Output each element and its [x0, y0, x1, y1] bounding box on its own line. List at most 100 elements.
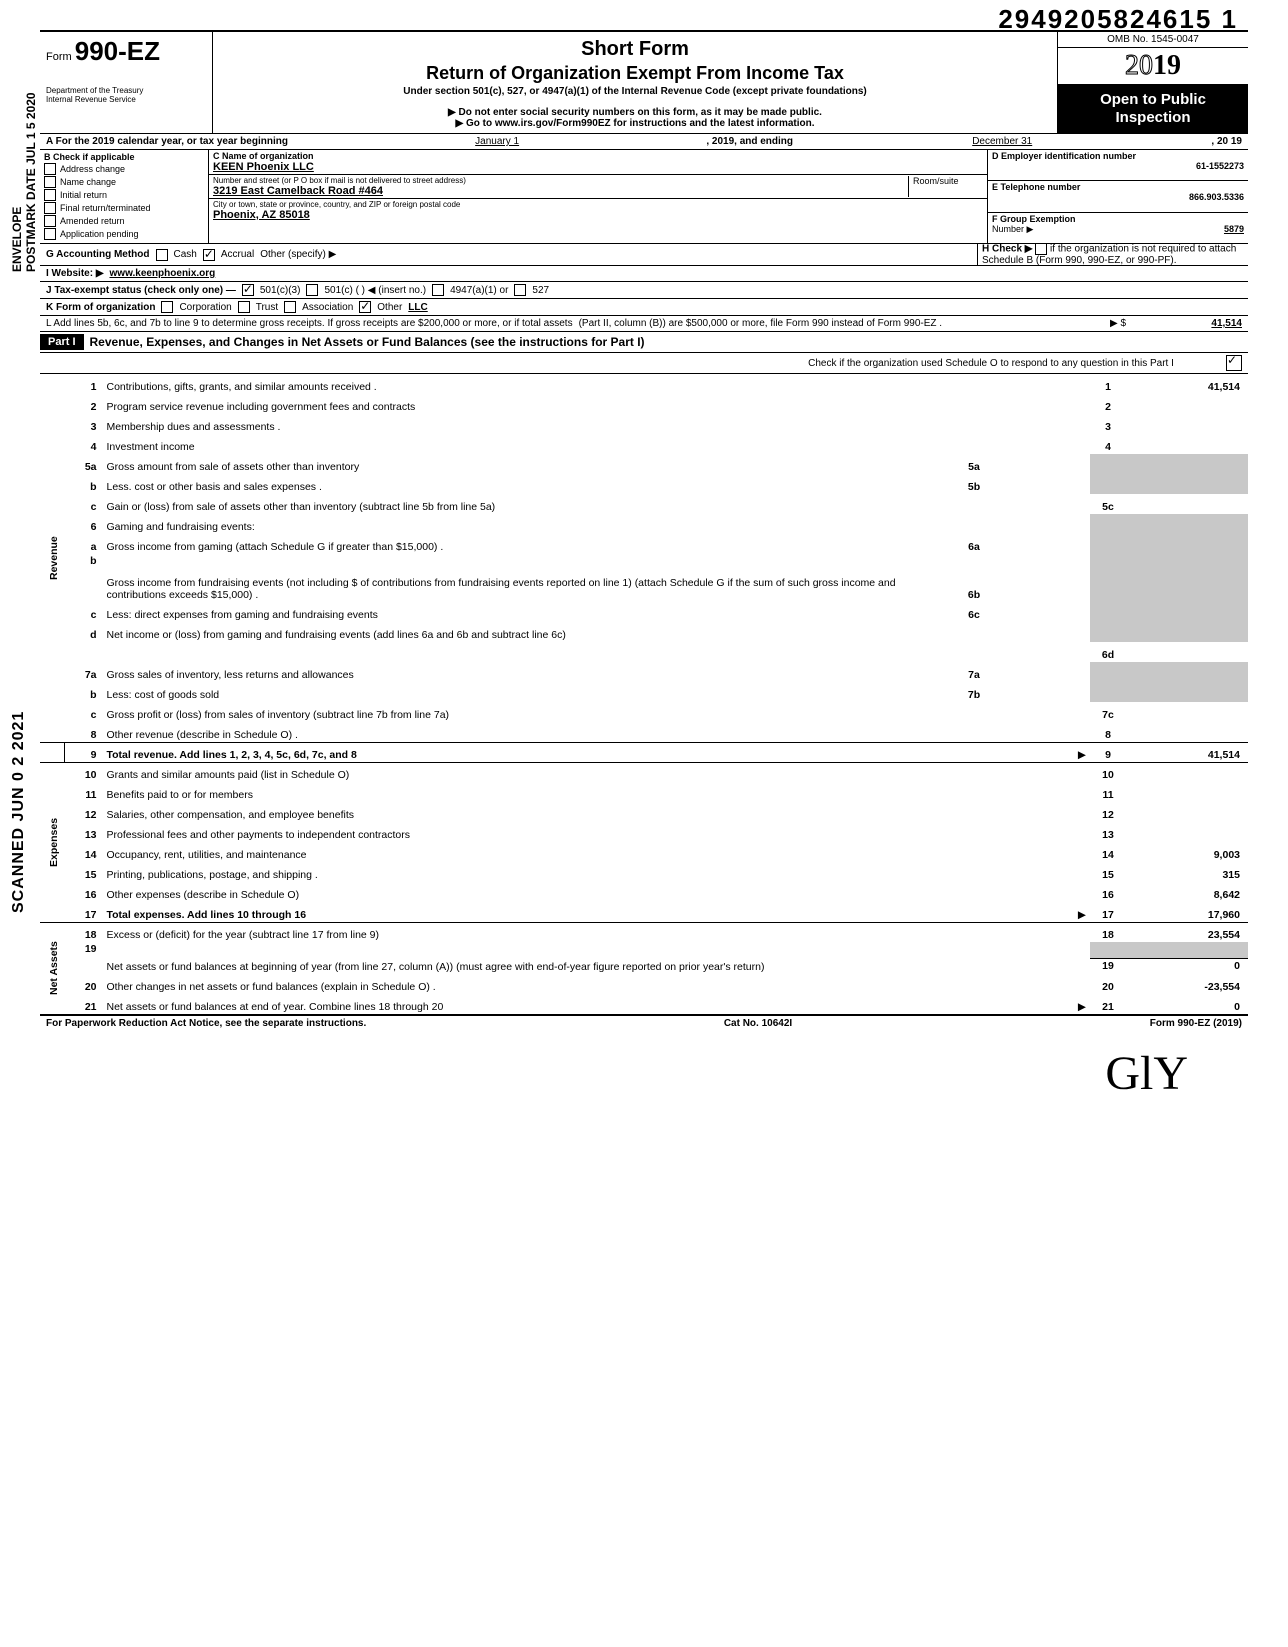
desc-21: Net assets or fund balances at end of ye…	[103, 994, 1091, 1014]
desc-6d: Net income or (loss) from gaming and fun…	[103, 622, 1091, 642]
amt-15: 315	[1126, 862, 1248, 882]
form-subtitle: Return of Organization Exempt From Incom…	[221, 63, 1049, 84]
desc-6b: Gross income from fundraising events (no…	[103, 554, 957, 602]
goto-link: ▶ Go to www.irs.gov/Form990EZ for instru…	[221, 118, 1049, 129]
ln-7a: 7a	[64, 662, 103, 682]
ibox-6c: 6c	[956, 602, 992, 622]
lbl-501c: 501(c) ( ) ◀ (insert no.)	[324, 285, 426, 296]
iamt-7a	[992, 662, 1090, 682]
city-label: City or town, state or province, country…	[213, 200, 983, 209]
f-label: F Group Exemption	[992, 214, 1076, 224]
line-i: I Website: ▶ www.keenphoenix.org	[40, 266, 1248, 282]
lbl-application-pending: Application pending	[60, 229, 139, 239]
box-21: 21	[1090, 994, 1126, 1014]
box-4: 4	[1090, 434, 1126, 454]
l-arrow: ▶ $	[1110, 318, 1126, 329]
chk-address-change[interactable]: Address change	[44, 163, 204, 175]
iamt-6b	[992, 554, 1090, 602]
ln-5a: 5a	[64, 454, 103, 474]
ln-12: 12	[64, 802, 103, 822]
amt-19-cell: 0	[1126, 942, 1248, 974]
amt-12	[1126, 802, 1248, 822]
dept-treasury: Department of the Treasury Internal Reve…	[46, 87, 206, 105]
ln-10: 10	[64, 762, 103, 782]
amt-10	[1126, 762, 1248, 782]
chk-501c3[interactable]	[242, 284, 254, 296]
ln-11: 11	[64, 782, 103, 802]
b-header: B Check if applicable	[44, 152, 135, 162]
chk-corporation[interactable]	[161, 301, 173, 313]
section-net-assets: Net Assets	[40, 922, 64, 1014]
desc-17-text: Total expenses. Add lines 10 through 16	[107, 909, 307, 921]
chk-amended-return[interactable]: Amended return	[44, 215, 204, 227]
box-18: 18	[1090, 922, 1126, 942]
ln-15: 15	[64, 862, 103, 882]
desc-10: Grants and similar amounts paid (list in…	[103, 762, 1091, 782]
chk-association[interactable]	[284, 301, 296, 313]
website: www.keenphoenix.org	[110, 268, 216, 279]
box-11: 11	[1090, 782, 1126, 802]
i-label: I Website: ▶	[46, 268, 104, 279]
iamt-5b	[992, 474, 1090, 494]
l-line1: L Add lines 5b, 6c, and 7b to line 9 to …	[46, 318, 573, 329]
box-2: 2	[1090, 394, 1126, 414]
footer-right: Form 990-EZ (2019)	[1150, 1018, 1242, 1029]
part1-title: Revenue, Expenses, and Changes in Net As…	[84, 335, 645, 349]
amt-7c	[1126, 702, 1248, 722]
chk-4947a1[interactable]	[432, 284, 444, 296]
amt-8	[1126, 722, 1248, 742]
ssn-warning: ▶ Do not enter social security numbers o…	[221, 107, 1049, 118]
line-a: A For the 2019 calendar year, or tax yea…	[40, 134, 1248, 150]
desc-5b: Less. cost or other basis and sales expe…	[103, 474, 957, 494]
amt-19: 0	[1234, 960, 1240, 972]
desc-1: Contributions, gifts, grants, and simila…	[103, 374, 1091, 394]
chk-501c[interactable]	[306, 284, 318, 296]
desc-15: Printing, publications, postage, and shi…	[103, 862, 1091, 882]
line-j: J Tax-exempt status (check only one) — 5…	[40, 282, 1248, 299]
form-prefix: Form	[46, 51, 72, 63]
lbl-name-change: Name change	[60, 177, 116, 187]
line-l: L Add lines 5b, 6c, and 7b to line 9 to …	[40, 316, 1248, 332]
line-a-begin: January 1	[288, 136, 706, 147]
col-c: C Name of organization KEEN Phoenix LLC …	[209, 150, 987, 243]
lbl-501c3: 501(c)(3)	[260, 285, 301, 296]
h-label: H Check ▶	[982, 244, 1032, 255]
box-19: 19	[1090, 942, 1126, 974]
chk-schedule-o[interactable]	[1226, 355, 1242, 371]
desc-3: Membership dues and assessments .	[103, 414, 1091, 434]
lbl-association: Association	[302, 302, 353, 313]
ln-6a: a	[64, 534, 103, 554]
ln-4: 4	[64, 434, 103, 454]
ein: 61-1552273	[1196, 161, 1244, 171]
chk-initial-return[interactable]: Initial return	[44, 189, 204, 201]
chk-accrual[interactable]	[203, 249, 215, 261]
box-6d: 6d	[1090, 642, 1126, 662]
chk-527[interactable]	[514, 284, 526, 296]
ln-16: 16	[64, 882, 103, 902]
chk-trust[interactable]	[238, 301, 250, 313]
desc-5a: Gross amount from sale of assets other t…	[103, 454, 957, 474]
chk-schedule-b[interactable]	[1035, 243, 1047, 255]
line-g-h: G Accounting Method Cash Accrual Other (…	[40, 244, 1248, 266]
chk-cash[interactable]	[156, 249, 168, 261]
desc-7b: Less: cost of goods sold	[103, 682, 957, 702]
lbl-trust: Trust	[256, 302, 278, 313]
chk-name-change[interactable]: Name change	[44, 176, 204, 188]
ibox-5a: 5a	[956, 454, 992, 474]
ibox-6a: 6a	[956, 534, 992, 554]
chk-final-return[interactable]: Final return/terminated	[44, 202, 204, 214]
amt-3	[1126, 414, 1248, 434]
inspection-line-1: Open to Public	[1060, 91, 1246, 109]
chk-application-pending[interactable]: Application pending	[44, 228, 204, 240]
line-a-mid: , 2019, and ending	[706, 136, 793, 147]
desc-2: Program service revenue including govern…	[103, 394, 1091, 414]
desc-17: Total expenses. Add lines 10 through 16 …	[103, 902, 1091, 922]
part1-header: Part I Revenue, Expenses, and Changes in…	[40, 332, 1248, 353]
desc-16: Other expenses (describe in Schedule O)	[103, 882, 1091, 902]
box-7-shaded	[1090, 662, 1126, 702]
chk-k-other[interactable]	[359, 301, 371, 313]
iamt-6a	[992, 534, 1090, 554]
ln-6: 6	[64, 514, 103, 534]
postmark-side-text: ENVELOPE POSTMARK DATE JUL 1 5 2020	[10, 92, 38, 272]
dln-number: 2949205824615 1	[998, 4, 1238, 35]
